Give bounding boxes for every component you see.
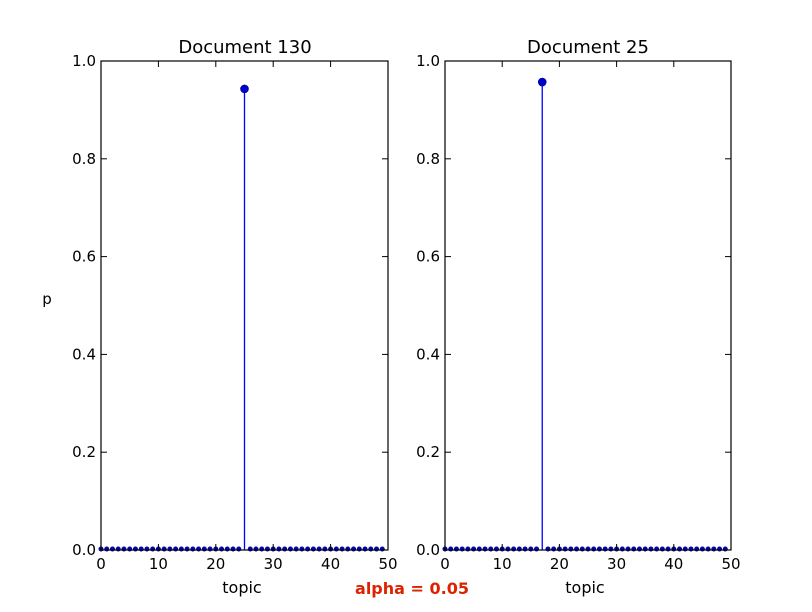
chart-title: Document 130 [178, 37, 311, 58]
y-tick-label: 0.4 [416, 345, 440, 363]
y-axis-label: p [42, 290, 52, 308]
y-tick-label: 1.0 [72, 52, 96, 70]
y-tick-label: 0.2 [416, 443, 440, 461]
y-tick-label: 0.0 [72, 541, 96, 559]
x-tick-label: 30 [607, 555, 626, 573]
subplot-document-25: Document 25 topic 0 10 20 30 40 50 0.0 0.2 0.4 0.… [416, 37, 740, 597]
x-axis-label: topic [565, 578, 604, 597]
y-tick-label: 0.2 [72, 443, 96, 461]
x-tick-label: 0 [440, 555, 450, 573]
plot-frame [444, 60, 732, 551]
peak-marker [240, 84, 249, 94]
plot-frame [100, 60, 389, 551]
x-axis-label: topic [222, 578, 261, 597]
y-tick-label: 0.0 [416, 541, 440, 559]
subplot-document-130: Document 130 p topic 0 10 20 30 40 50 0.0 0.2 0.… [42, 37, 397, 597]
y-tick-label: 0.6 [72, 248, 96, 266]
peak-marker [537, 77, 547, 87]
x-tick-label: 40 [321, 555, 340, 573]
y-tick-label: 0.4 [72, 345, 96, 363]
x-tick-label: 10 [493, 555, 512, 573]
x-tick-label: 20 [550, 555, 569, 573]
x-tick-label: 40 [664, 555, 683, 573]
x-tick-label: 0 [96, 555, 106, 573]
x-tick-label: 50 [378, 555, 397, 573]
alpha-annotation: alpha = 0.05 [355, 579, 469, 598]
y-tick-label: 0.6 [416, 248, 440, 266]
y-tick-label: 0.8 [416, 150, 440, 168]
chart-title: Document 25 [527, 37, 649, 58]
y-tick-label: 0.8 [72, 150, 96, 168]
x-tick-label: 20 [206, 555, 225, 573]
x-tick-label: 10 [149, 555, 168, 573]
x-tick-label: 50 [721, 555, 740, 573]
y-tick-label: 1.0 [416, 52, 440, 70]
x-tick-label: 30 [264, 555, 283, 573]
